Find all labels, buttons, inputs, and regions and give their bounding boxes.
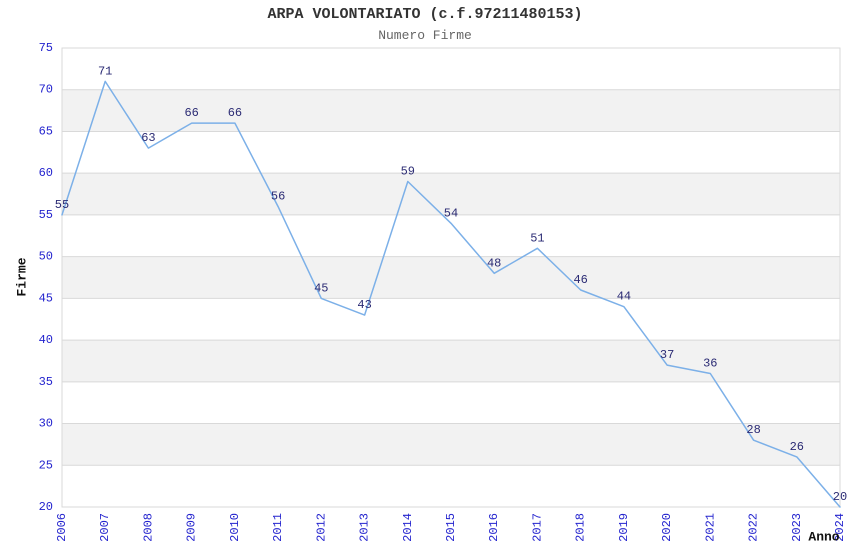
data-label: 54 xyxy=(444,206,458,220)
y-tick-label: 55 xyxy=(39,208,53,222)
chart-subtitle: Numero Firme xyxy=(378,28,472,43)
x-tick-label: 2017 xyxy=(530,513,544,542)
y-tick-labels: 20 25 30 35 40 45 50 55 60 65 70 75 xyxy=(39,41,53,514)
y-tick-label: 25 xyxy=(39,458,53,472)
x-axis-title: Anno xyxy=(808,529,840,545)
data-label: 66 xyxy=(228,106,242,120)
x-tick-label: 2014 xyxy=(401,513,415,542)
data-label: 28 xyxy=(746,423,760,437)
y-tick-label: 60 xyxy=(39,166,53,180)
data-label: 51 xyxy=(530,231,544,245)
y-tick-label: 50 xyxy=(39,250,53,264)
y-tick-label: 65 xyxy=(39,125,53,139)
x-tick-label: 2023 xyxy=(790,513,804,542)
x-tick-label: 2019 xyxy=(617,513,631,542)
y-tick-label: 45 xyxy=(39,291,53,305)
x-tick-label: 2007 xyxy=(98,513,112,542)
data-label: 56 xyxy=(271,190,285,204)
y-tick-label: 75 xyxy=(39,41,53,55)
data-label: 71 xyxy=(98,64,112,78)
x-tick-label: 2012 xyxy=(314,513,328,542)
plot-band xyxy=(62,173,840,215)
chart-title: ARPA VOLONTARIATO (c.f.97211480153) xyxy=(267,6,583,23)
data-label: 36 xyxy=(703,357,717,371)
x-tick-label: 2018 xyxy=(574,513,588,542)
plot-band xyxy=(62,89,840,132)
y-axis-title: Firme xyxy=(14,257,30,297)
data-label: 59 xyxy=(401,165,415,179)
plot-border xyxy=(61,47,841,508)
plot-band xyxy=(62,340,840,382)
data-label: 45 xyxy=(314,281,328,295)
x-tick-label: 2006 xyxy=(55,513,69,542)
x-tick-label: 2016 xyxy=(487,513,501,542)
x-tick-labels: 2006 2007 2008 2009 2010 2011 2012 2013 2014 2015… xyxy=(55,513,847,542)
x-tick-label: 2013 xyxy=(358,513,372,542)
data-label: 46 xyxy=(573,273,587,287)
x-tick-label: 2010 xyxy=(228,513,242,542)
x-tick-label: 2015 xyxy=(444,513,458,542)
plot-band xyxy=(62,423,840,466)
y-tick-label: 30 xyxy=(39,417,53,431)
x-tick-label: 2024 xyxy=(833,513,847,542)
grid-lines xyxy=(62,89,840,466)
y-tick-label: 35 xyxy=(39,375,53,389)
data-label: 26 xyxy=(790,440,804,454)
data-labels: 55 71 63 66 66 56 45 43 59 54 48 51 46 44 37 36 28 26 20 xyxy=(55,64,847,504)
data-label: 66 xyxy=(184,106,198,120)
y-tick-label: 70 xyxy=(39,83,53,97)
data-label: 37 xyxy=(660,348,674,362)
x-tick-label: 2009 xyxy=(185,513,199,542)
y-tick-label: 40 xyxy=(39,333,53,347)
x-tick-label: 2021 xyxy=(703,513,717,542)
x-tick-label: 2008 xyxy=(141,513,155,542)
data-label: 20 xyxy=(833,490,847,504)
plot-band xyxy=(62,256,840,299)
data-label: 63 xyxy=(141,131,155,145)
x-tick-label: 2020 xyxy=(660,513,674,542)
x-tick-label: 2022 xyxy=(747,513,761,542)
plot-bands xyxy=(62,89,840,466)
data-label: 48 xyxy=(487,256,501,270)
data-label: 44 xyxy=(617,290,631,304)
x-tick-label: 2011 xyxy=(271,513,285,542)
data-label: 55 xyxy=(55,198,69,212)
data-label: 43 xyxy=(357,298,371,312)
series-line xyxy=(61,80,841,508)
y-tick-label: 20 xyxy=(39,500,53,514)
